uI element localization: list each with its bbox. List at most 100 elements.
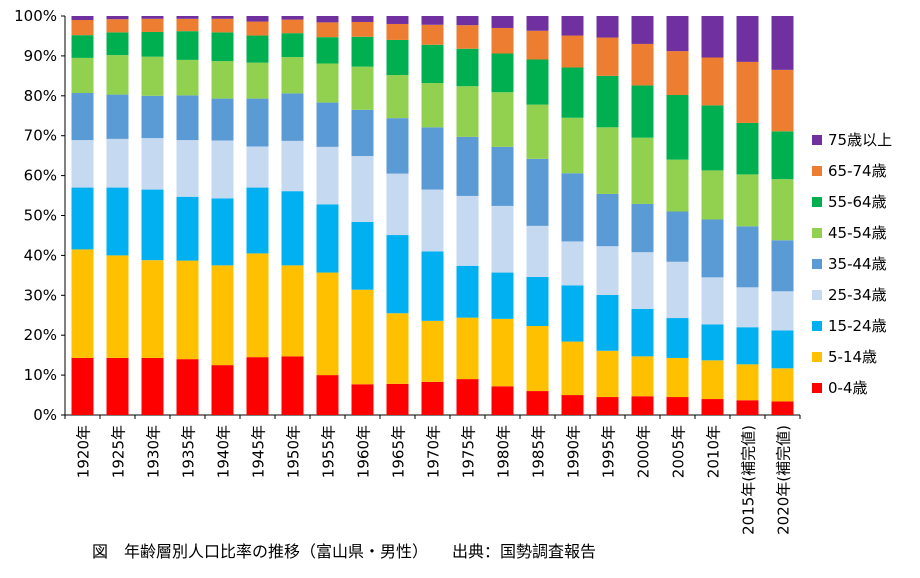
bar-segment <box>386 75 409 119</box>
x-tick-label: 1945年 <box>250 425 268 478</box>
bar-segment <box>71 249 94 358</box>
bar-segment <box>351 384 374 415</box>
legend-swatch <box>812 382 822 393</box>
bar-segment <box>421 127 444 190</box>
x-tick-label: 1935年 <box>180 425 198 478</box>
bar-segment <box>456 48 479 87</box>
bar-segment <box>351 36 374 67</box>
bar-segment <box>736 122 759 175</box>
bar-segment <box>526 276 549 327</box>
y-tick-label: 60% <box>24 167 57 185</box>
bar-segment <box>421 83 444 128</box>
legend-item: 15-24歳 <box>812 310 892 341</box>
legend-label: 35-44歳 <box>828 255 887 273</box>
bar-segment <box>701 57 724 106</box>
bar-segment <box>71 187 94 250</box>
x-tick-label: 2000年 <box>635 425 653 478</box>
bar-segment <box>106 55 129 95</box>
bar-segment <box>561 173 584 242</box>
x-tick-label: 1965年 <box>390 425 408 478</box>
bar-segment <box>631 137 654 204</box>
bar-segment <box>736 400 759 415</box>
bar-segment <box>736 364 759 401</box>
bar-segment <box>666 357 689 398</box>
bar-segment <box>386 235 409 314</box>
bar-segment <box>701 360 724 400</box>
bar-segment <box>316 375 339 415</box>
bar-segment <box>666 51 689 96</box>
bar-segment <box>771 291 794 331</box>
bar-segment <box>106 187 129 256</box>
bar-segment <box>281 265 304 357</box>
bar-segment <box>526 30 549 60</box>
bar-segment <box>246 62 269 99</box>
bar-segment <box>456 136 479 196</box>
bar-segment <box>106 19 129 33</box>
bar-segment <box>421 381 444 415</box>
bar-segment <box>456 16 479 26</box>
bar-segment <box>526 158 549 226</box>
x-tick-label: 1975年 <box>460 425 478 478</box>
bar-segment <box>421 44 444 84</box>
legend-swatch <box>812 227 822 238</box>
bar-segment <box>176 31 199 60</box>
bar-segment <box>491 386 514 415</box>
legend-swatch <box>812 258 822 269</box>
bar-segment <box>176 359 199 415</box>
bar-segment <box>71 16 94 20</box>
bar-segment <box>771 131 794 180</box>
legend-label: 65-74歳 <box>828 162 887 180</box>
bar-segment <box>421 189 444 252</box>
legend: 75歳以上 65-74歳 55-64歳 45-54歳 35-44歳 25-34歳 15-24… <box>812 124 892 403</box>
bar-segment <box>141 18 164 32</box>
bar-segment <box>106 32 129 56</box>
bar-segment <box>421 251 444 321</box>
bar-segment <box>596 397 619 415</box>
bar-segment <box>71 35 94 58</box>
bar-segment <box>631 203 654 253</box>
bar-segment <box>456 317 479 380</box>
bar-segment <box>386 39 409 76</box>
x-tick-label: 1955年 <box>320 425 338 478</box>
bar-segment <box>176 95 199 141</box>
bar-segment <box>176 16 199 19</box>
legend-swatch <box>812 351 822 362</box>
bar-segment <box>141 189 164 261</box>
bar-segment <box>141 138 164 190</box>
bar-segment <box>666 318 689 358</box>
x-tick-label: 2015年(補完値) <box>740 425 758 535</box>
bar-segment <box>631 252 654 309</box>
x-tick-label: 1940年 <box>215 425 233 478</box>
bar-segment <box>106 138 129 188</box>
bar-segment <box>561 285 584 342</box>
legend-label: 25-34歳 <box>828 286 887 304</box>
bar-segment <box>526 104 549 159</box>
bar-segment <box>421 320 444 382</box>
bar-segment <box>456 265 479 318</box>
bar-segment <box>771 401 794 415</box>
bar-segment <box>71 140 94 188</box>
bar-segment <box>316 37 339 64</box>
bar-segment <box>176 59 199 96</box>
bar-segment <box>246 187 269 254</box>
bar-segment <box>421 24 444 45</box>
legend-label: 75歳以上 <box>828 131 893 149</box>
bar-segment <box>736 61 759 123</box>
bar-segment <box>141 95 164 139</box>
bar-segment <box>526 225 549 277</box>
y-tick-label: 10% <box>24 366 57 384</box>
bar-segment <box>71 357 94 415</box>
bar-segment <box>666 397 689 415</box>
x-tick-label: 1920年 <box>75 425 93 478</box>
bar-segment <box>736 16 759 62</box>
x-tick-label: 1990年 <box>565 425 583 478</box>
bar-segment <box>561 117 584 174</box>
legend-item: 55-64歳 <box>812 186 892 217</box>
bar-segment <box>596 294 619 351</box>
bar-segment <box>491 92 514 147</box>
bar-segment <box>246 98 269 147</box>
y-tick-label: 50% <box>24 207 57 225</box>
x-tick-label: 1960年 <box>355 425 373 478</box>
bar-segment <box>561 395 584 415</box>
legend-swatch <box>812 196 822 207</box>
